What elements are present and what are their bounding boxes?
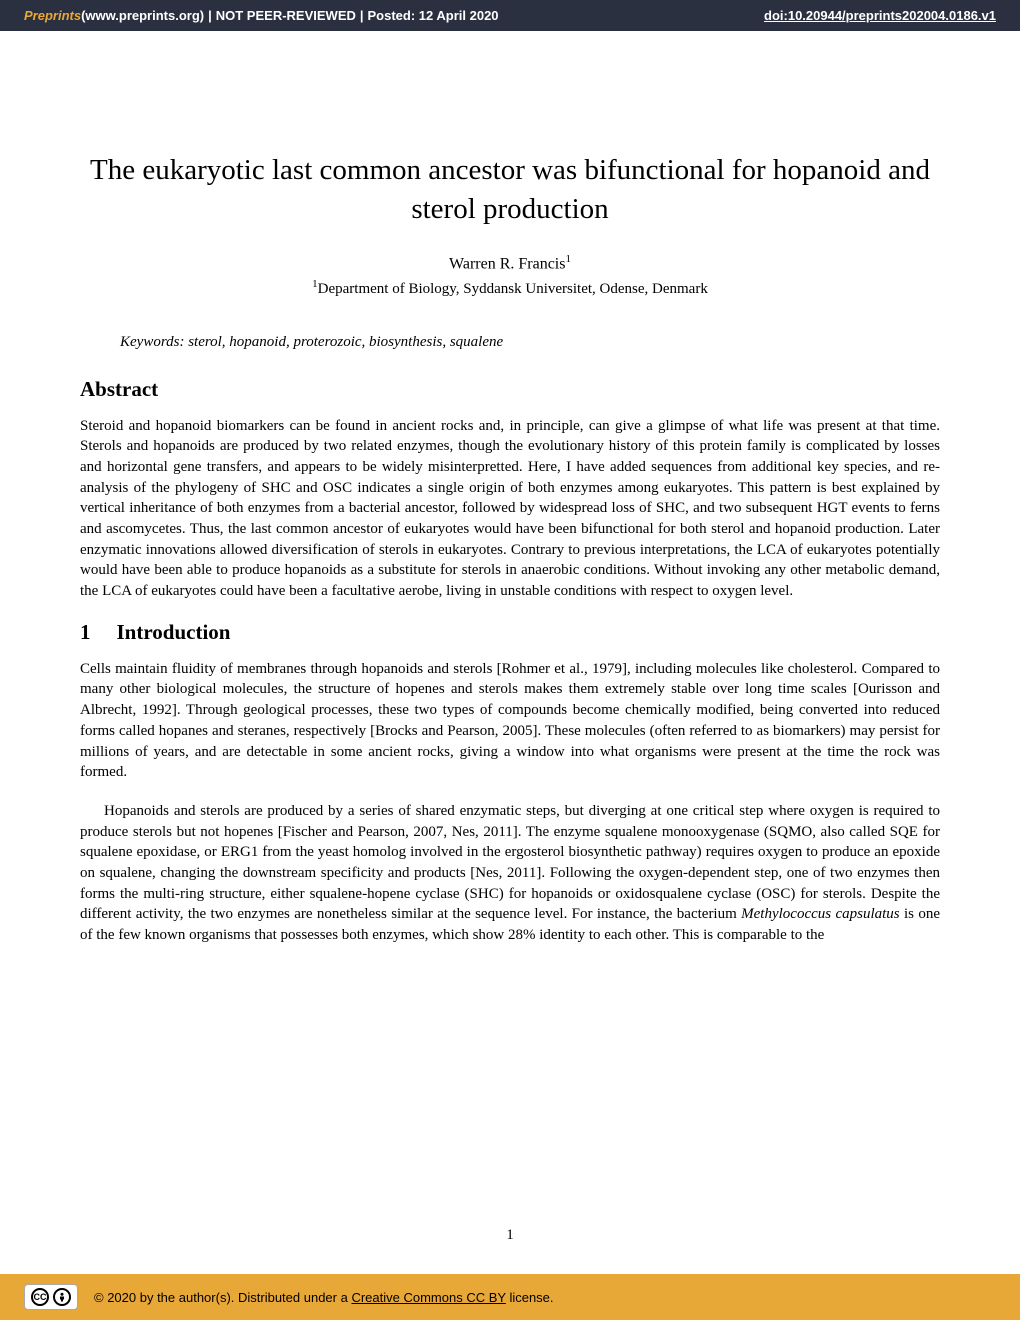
intro-heading: 1 Introduction (80, 620, 940, 645)
separator-1: | (208, 8, 212, 23)
page-content: The eukaryotic last common ancestor was … (0, 31, 1020, 1004)
separator-2: | (360, 8, 364, 23)
paper-title: The eukaryotic last common ancestor was … (80, 151, 940, 229)
page-number: 1 (506, 1227, 514, 1244)
author-sup: 1 (565, 253, 571, 265)
intro-para-1: Cells maintain fluidity of membranes thr… (80, 659, 940, 783)
by-icon (53, 1288, 71, 1306)
preprints-label: Preprints (24, 8, 81, 23)
intro-heading-text: Introduction (117, 620, 231, 644)
header-left: Preprints (www.preprints.org) | NOT PEER… (24, 8, 499, 23)
intro-para-2-species: Methylococcus capsulatus (741, 906, 899, 922)
affiliation-line: 1Department of Biology, Syddansk Univers… (80, 278, 940, 298)
copyright-pre: © 2020 by the author(s). Distributed und… (94, 1290, 351, 1305)
preprints-url: (www.preprints.org) (81, 8, 204, 23)
keywords: Keywords: sterol, hopanoid, proterozoic,… (120, 334, 940, 351)
intro-number: 1 (80, 620, 91, 645)
intro-para-2: Hopanoids and sterols are produced by a … (80, 801, 940, 946)
cc-license-link[interactable]: Creative Commons CC BY (351, 1290, 505, 1305)
preprint-header-bar: Preprints (www.preprints.org) | NOT PEER… (0, 0, 1020, 31)
license-footer-bar: CC © 2020 by the author(s). Distributed … (0, 1274, 1020, 1320)
author-line: Warren R. Francis1 (80, 253, 940, 273)
abstract-heading: Abstract (80, 377, 940, 402)
footer-license-text: © 2020 by the author(s). Distributed und… (94, 1290, 554, 1305)
author-name: Warren R. Francis (449, 256, 565, 273)
abstract-text: Steroid and hopanoid biomarkers can be f… (80, 416, 940, 602)
peer-review-status: NOT PEER-REVIEWED (216, 8, 356, 23)
intro-para-2-pre: Hopanoids and sterols are produced by a … (80, 803, 940, 922)
copyright-post: license. (506, 1290, 554, 1305)
posted-date: Posted: 12 April 2020 (368, 8, 499, 23)
cc-icon: CC (31, 1288, 49, 1306)
cc-by-badge: CC (24, 1284, 78, 1310)
doi-link[interactable]: doi:10.20944/preprints202004.0186.v1 (764, 8, 996, 23)
affiliation-text: Department of Biology, Syddansk Universi… (318, 281, 708, 297)
